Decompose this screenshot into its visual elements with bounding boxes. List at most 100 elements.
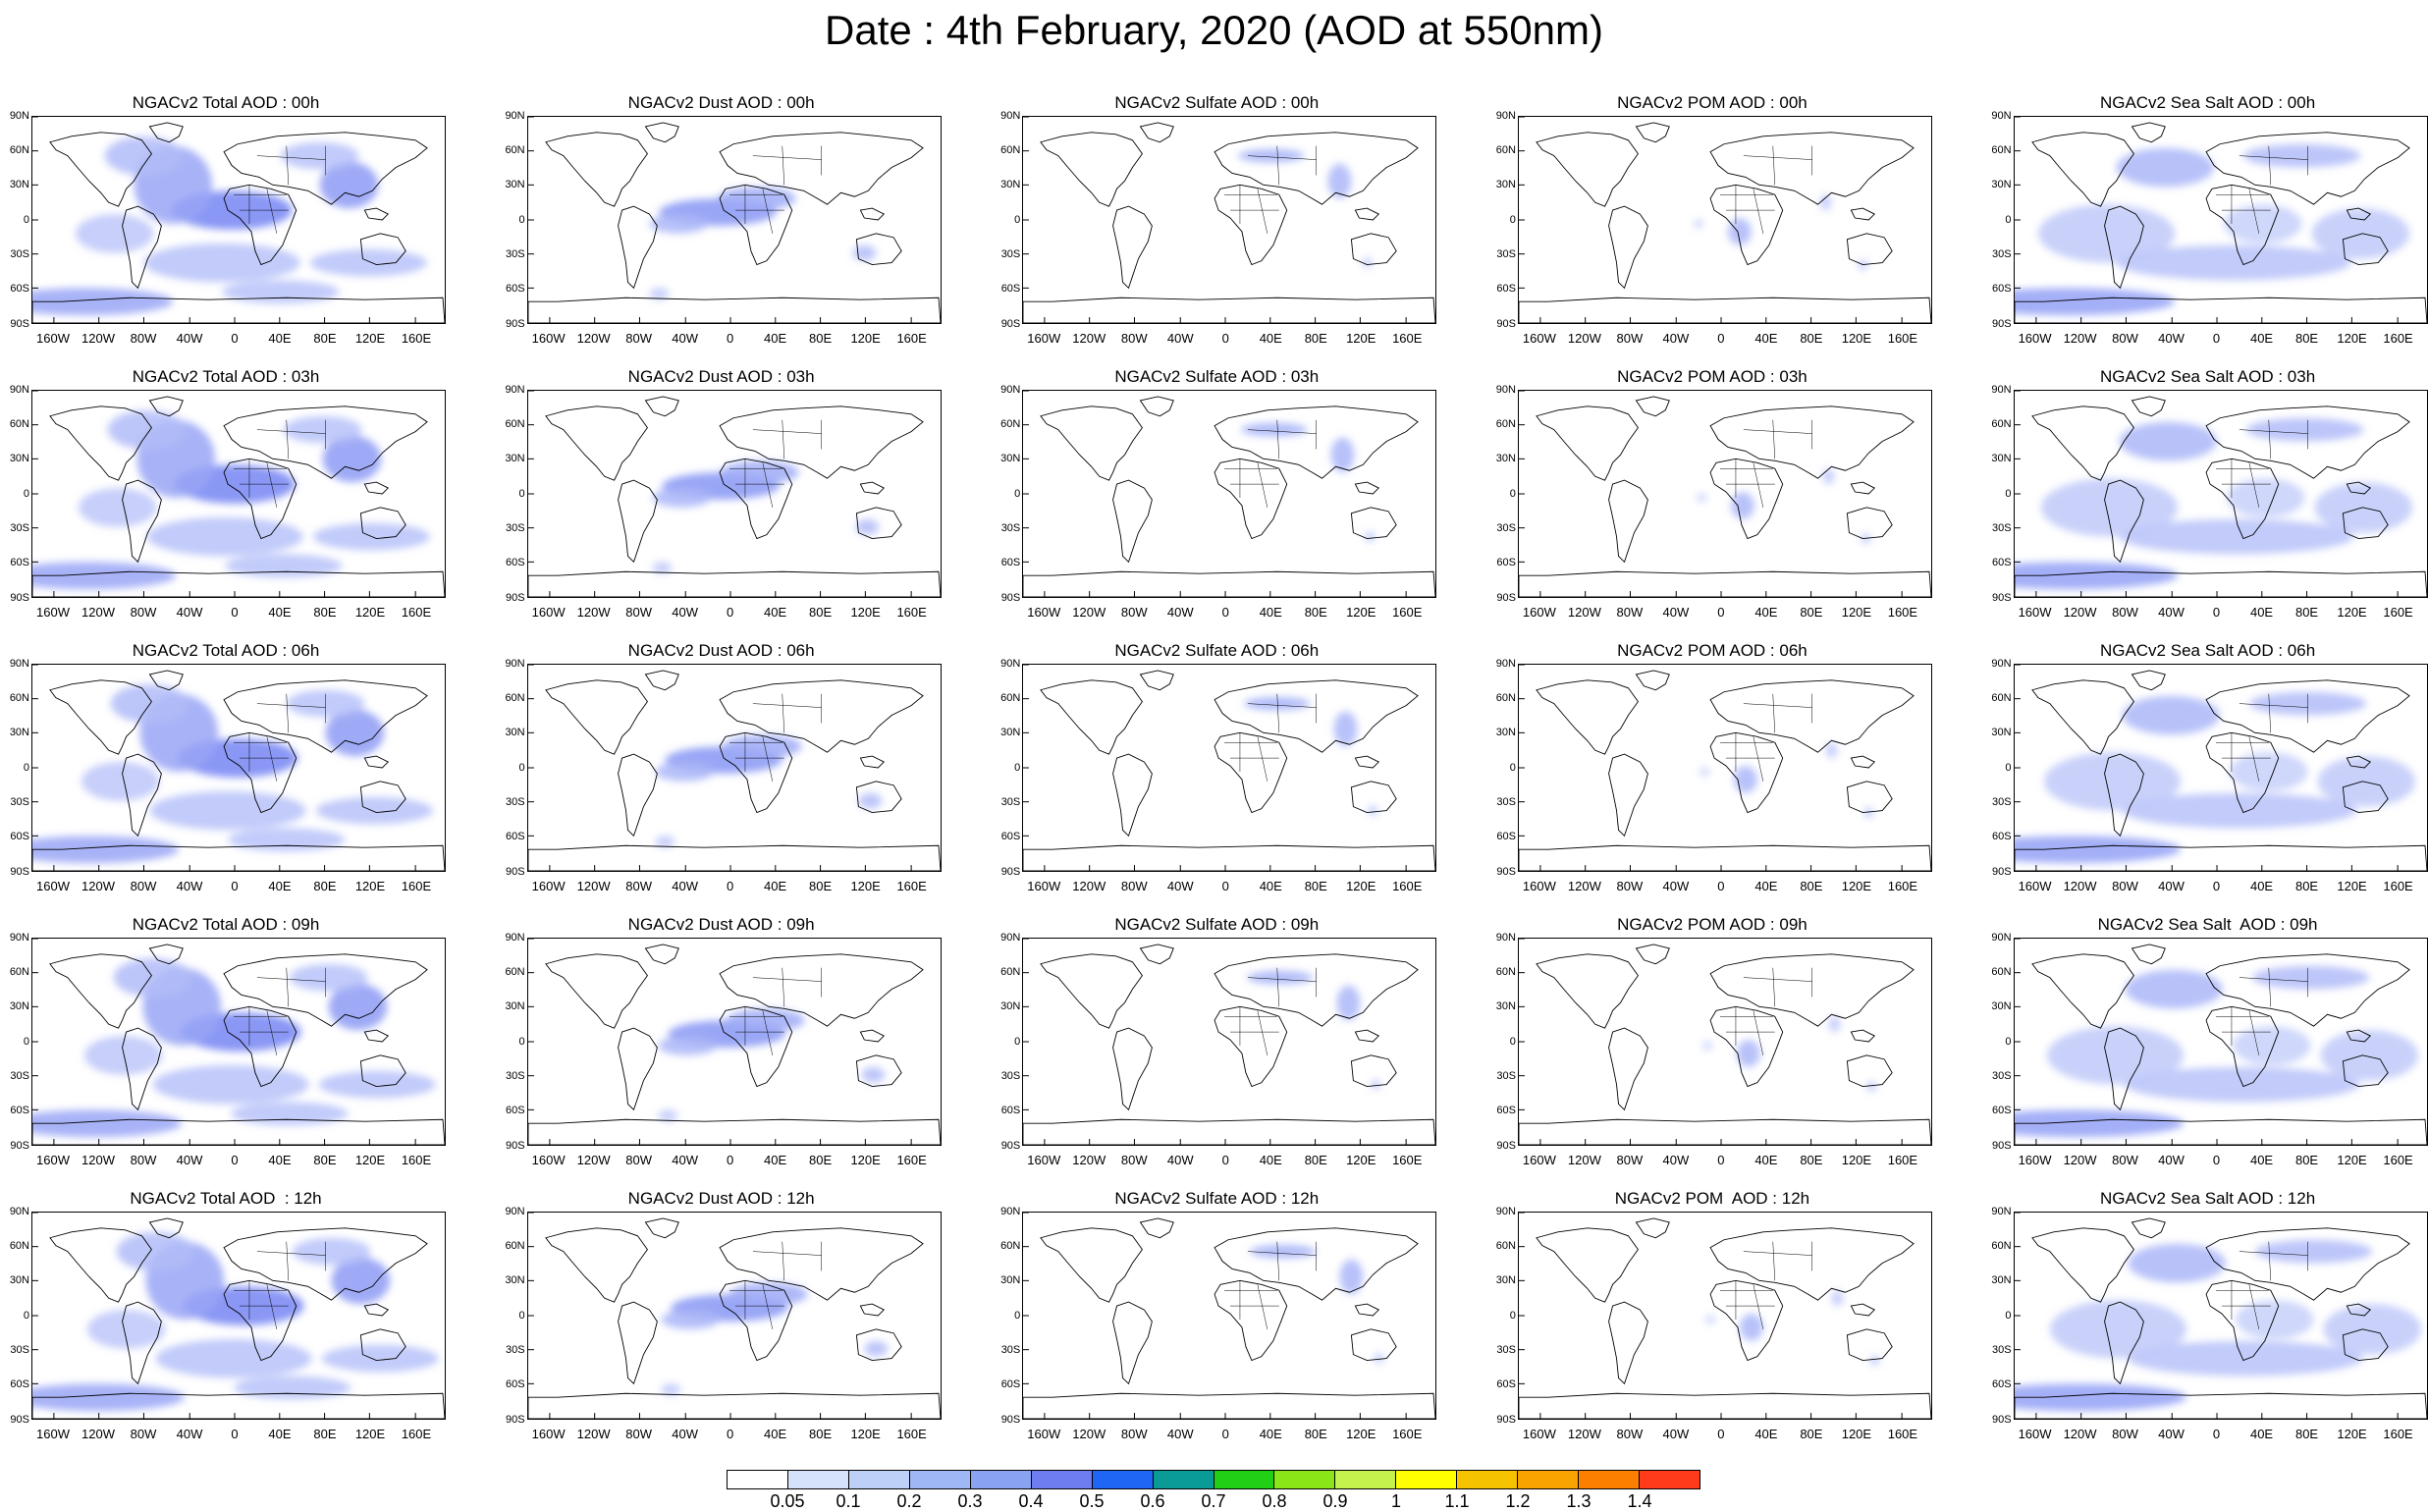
coastline [122,479,162,564]
panel-title: NGACv2 POM AOD : 06h [1617,641,1808,660]
coastline [223,1227,428,1301]
lon-label: 120W [576,605,611,620]
lat-label: 0 [518,488,525,500]
lon-label: 160W [531,1153,566,1167]
coastline [223,458,297,540]
coastline [1112,479,1154,564]
aod-plume [2127,1340,2362,1377]
coastline [2205,1227,2410,1301]
lon-label: 40E [268,1427,292,1441]
country-border [2268,1241,2271,1281]
lat-label: 30N [1991,1000,2012,1012]
lon-label: 0 [1717,605,1725,620]
aod-plume [2040,478,2178,537]
lat-label: 30S [506,248,525,260]
lat-label: 0 [23,762,29,774]
aod-field [2014,691,2415,864]
lat-label: 0 [23,1036,29,1048]
lat-label: 30N [505,727,525,738]
coastline [617,479,658,564]
country-border [266,462,278,508]
lat-label: 60N [1991,144,2012,156]
panel-title: NGACv2 Sea Salt AOD : 06h [2099,641,2316,660]
map-canvas [32,1213,445,1419]
coastline [2205,731,2279,814]
coastline [2205,132,2410,205]
lon-label: 40W [2158,879,2185,893]
coastline [2103,479,2144,564]
coastline [719,405,924,479]
lat-label: 90N [1991,932,2012,944]
coastline [2342,1328,2389,1362]
lat-label: 30N [1495,179,1516,190]
coastline [1351,233,1397,266]
country-border [1753,736,1763,782]
lat-label: 30S [1000,522,1021,534]
lon-label: 160E [2383,331,2413,346]
aod-plume [228,828,346,852]
country-border [1772,419,1775,459]
lat-label: 60N [505,692,525,704]
aod-field [32,1231,440,1412]
lat-label: 90N [505,110,525,122]
coastline [2103,753,2144,837]
lat-label: 0 [518,1036,525,1048]
colorbar-label: 0.5 [1079,1491,1105,1511]
country-border [2248,1284,2259,1329]
aod-plume [149,790,306,831]
coastline [223,132,428,205]
lat-label: 30N [9,1000,29,1012]
coastline [2030,405,2134,481]
lon-label: 80W [1120,605,1148,620]
map-panel: NGACv2 POM AOD : 03h 90N 60N 30N 0 30S 60S 90S 1… [1496,366,1932,631]
aod-plume [1244,696,1311,711]
map-canvas [527,391,941,597]
lon-label: 160W [36,879,70,893]
aod-plume [318,1070,437,1099]
coastline [223,953,428,1027]
lon-label: 120E [1346,1427,1376,1441]
coastline [32,1392,445,1419]
coastline [32,297,445,323]
aod-plume [2014,1383,2186,1412]
lat-label: 30S [10,1344,29,1356]
coastline [2346,1029,2371,1043]
lon-label: 80E [1304,1153,1327,1167]
lon-label: 120W [81,1153,115,1167]
coastline [2205,1279,2279,1362]
coastline [644,122,679,143]
lon-label: 80E [2294,1153,2319,1167]
lon-label: 40W [176,1153,203,1167]
aod-field [1244,696,1378,816]
aod-plume [1697,493,1706,503]
map-panel: NGACv2 POM AOD : 12h 90N 60N 30N 0 30S 60S 90S 1… [1496,1188,1932,1453]
lat-label: 90S [1000,592,1021,604]
coastline [1709,405,1915,479]
lon-label: 160W [1027,1427,1061,1441]
aod-plume [2232,1026,2311,1065]
lat-label: 30N [505,1000,525,1012]
lon-label: 40E [764,1153,787,1167]
coastline [2014,1118,2427,1145]
lat-label: 60S [1496,1378,1516,1390]
map-panel: NGACv2 Sea Salt AOD : 12h 90N 60N 30N 0 30S 60… [1991,1188,2428,1453]
world-map [31,664,446,872]
lon-label: 80W [625,1153,652,1167]
coastline [855,1054,902,1088]
lon-label: 120W [1072,1153,1106,1167]
coastline [122,1027,162,1111]
aod-field [1241,422,1376,542]
lat-label: 30S [1496,248,1516,260]
lon-label: 80W [130,331,157,346]
lat-label: 0 [23,1310,29,1322]
lon-label: 0 [231,1427,239,1441]
panel-title: NGACv2 Sulfate AOD : 06h [1114,641,1320,660]
world-map [1022,390,1437,598]
country-border [1257,1284,1268,1329]
aod-plume [283,415,362,444]
aod-plume [2116,244,2350,281]
map-canvas [1023,117,1436,323]
map-canvas [2014,939,2427,1145]
lon-label: 120E [1841,879,1872,893]
lon-label: 120W [1567,331,1601,346]
